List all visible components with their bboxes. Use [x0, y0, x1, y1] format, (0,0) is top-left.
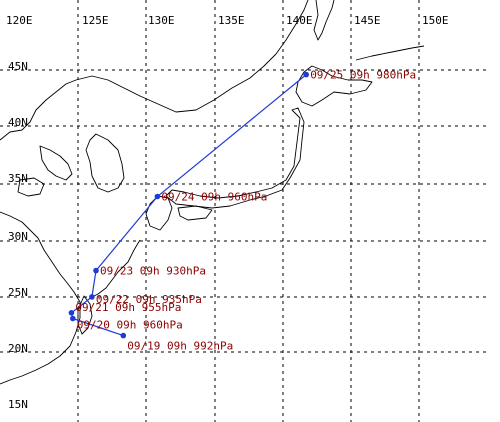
coast-honshu [165, 107, 305, 209]
coast-hokkaido [295, 65, 373, 107]
lon-label-130E: 130E [148, 14, 175, 27]
coast-russia-north [0, 0, 309, 141]
coast-sakhalin [313, 0, 335, 41]
coast-ryukyu [89, 239, 141, 299]
lat-label-15N: 15N [8, 398, 28, 411]
lat-label-30N: 30N [8, 230, 28, 243]
lat-label-45N: 45N [8, 60, 28, 73]
latitude-labels: 45N 40N 35N 30N 25N 20N 15N [8, 60, 28, 411]
lon-label-145E: 145E [354, 14, 381, 27]
lon-label-125E: 125E [82, 14, 109, 27]
coast-taiwan [77, 295, 93, 335]
lat-label-20N: 20N [8, 342, 28, 355]
track-point-label: 09/24 09h 960hPa [161, 191, 267, 204]
coast-shikoku [177, 205, 213, 221]
lon-label-140E: 140E [286, 14, 313, 27]
lon-label-120E: 120E [6, 14, 33, 27]
track-point [68, 310, 75, 316]
typhoon-track: 09/19 09h 992hPa 09/20 09h 960hPa 09/21 09… [68, 69, 416, 353]
track-point-label: 09/20 09h 960hPa [77, 319, 183, 332]
track-point-label: 09/19 09h 992hPa [127, 340, 233, 353]
coast-china-east [0, 211, 81, 385]
coast-shandong [17, 177, 45, 197]
lat-label-25N: 25N [8, 286, 28, 299]
track-point-label: 09/21 09h 955hPa [75, 301, 181, 314]
lon-label-135E: 135E [218, 14, 245, 27]
lon-label-150E: 150E [422, 14, 449, 27]
track-point [120, 332, 127, 339]
track-point [70, 315, 76, 322]
track-point [303, 71, 310, 78]
track-point-label: 09/25 09h 980hPa [310, 69, 416, 82]
track-point-label: 09/22 09h 935hPa [96, 293, 202, 306]
coast-kurils [355, 45, 425, 61]
lat-label-35N: 35N [8, 172, 28, 185]
track-point [154, 193, 161, 200]
track-point [89, 294, 95, 300]
coast-bohai [39, 145, 73, 181]
track-point [93, 267, 99, 274]
longitude-labels: 120E 125E 130E 135E 140E 145E 150E [6, 14, 449, 27]
lat-label-40N: 40N [8, 116, 28, 129]
coast-korea [85, 133, 125, 193]
coastlines [0, 0, 425, 385]
track-point-label: 09/23 09h 930hPa [100, 265, 206, 278]
